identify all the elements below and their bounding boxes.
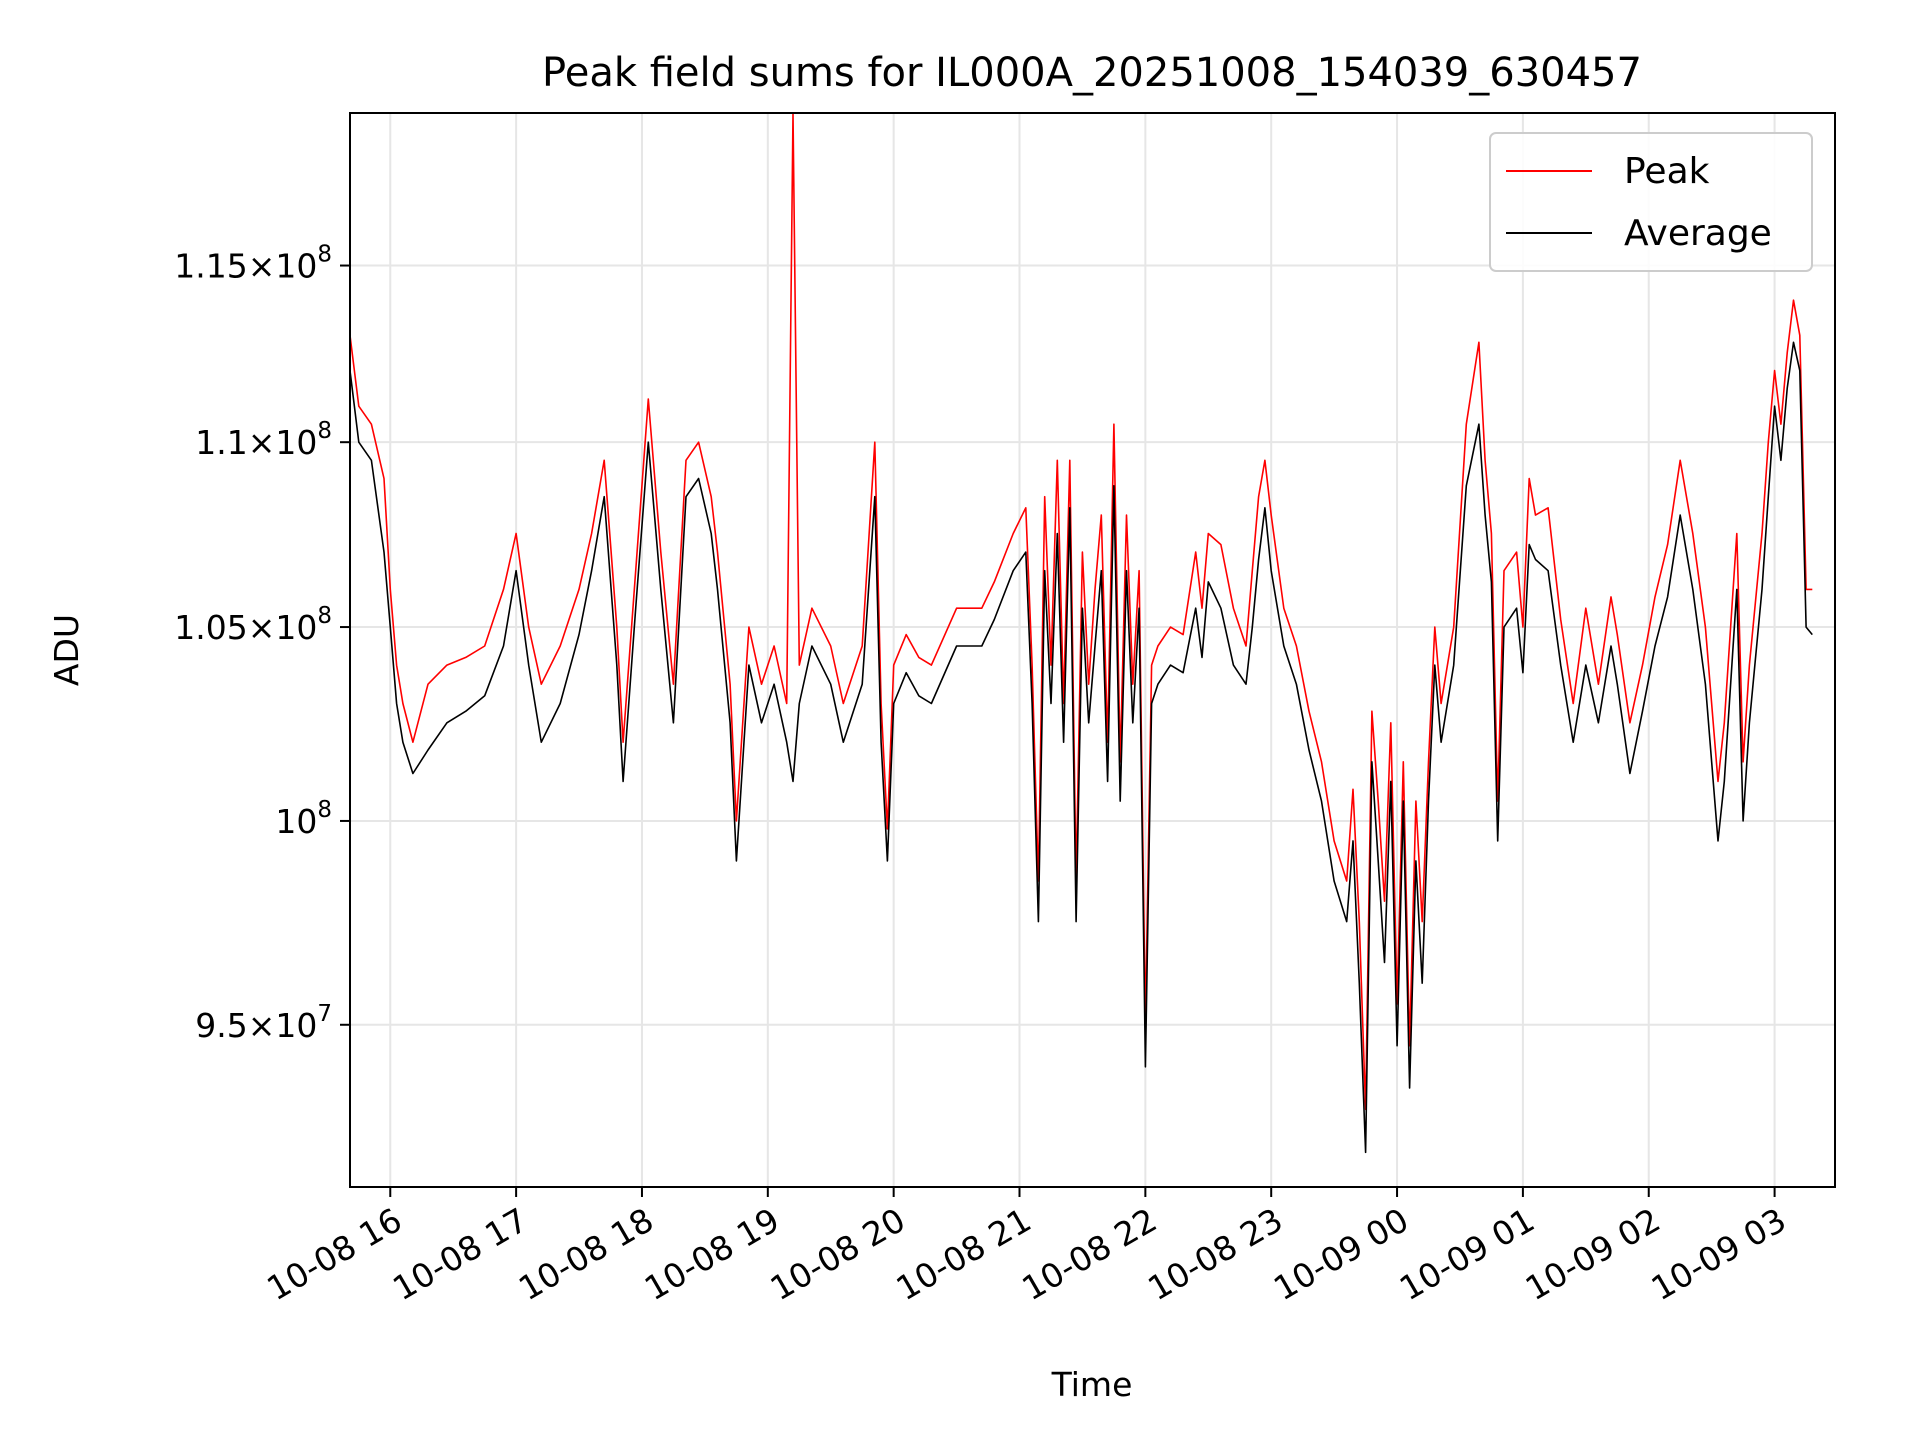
x-axis-title: Time: [1051, 1365, 1133, 1404]
series-layer: [349, 112, 1813, 1154]
y-tick-mantissa: 1.05×10: [174, 608, 317, 647]
legend-average-label: Average: [1624, 213, 1772, 254]
y-tick-label: 1.05×108: [174, 603, 332, 647]
y-tick-mantissa: 9.5×10: [195, 1006, 317, 1045]
y-tick-exponent: 8: [317, 418, 332, 444]
y-tick-label: 1.15×108: [174, 242, 332, 286]
legend-peak-label: Peak: [1624, 151, 1710, 192]
y-tick-exponent: 7: [317, 1001, 332, 1027]
y-tick-exponent: 8: [317, 242, 332, 268]
y-tick-mantissa: 1.15×10: [174, 247, 317, 286]
y-tick-mantissa: 1.1×10: [195, 423, 317, 462]
y-tick-label: 9.5×107: [195, 1001, 332, 1045]
series-peak-line: [349, 112, 1813, 1111]
legend-box: [1489, 132, 1813, 272]
y-tick-label: 108: [275, 797, 332, 841]
y-tick-exponent: 8: [317, 797, 332, 823]
y-axis-title: ADU: [47, 614, 86, 686]
legend: Peak Average: [1489, 132, 1813, 272]
y-tick-mantissa: 10: [275, 802, 317, 841]
plot-frame: [349, 112, 1836, 1188]
series-average-line: [349, 341, 1813, 1154]
y-tick-exponent: 8: [317, 603, 332, 629]
y-tick-label: 1.1×108: [195, 418, 332, 462]
chart-title: Peak field sums for IL000A_20251008_1540…: [542, 50, 1642, 96]
